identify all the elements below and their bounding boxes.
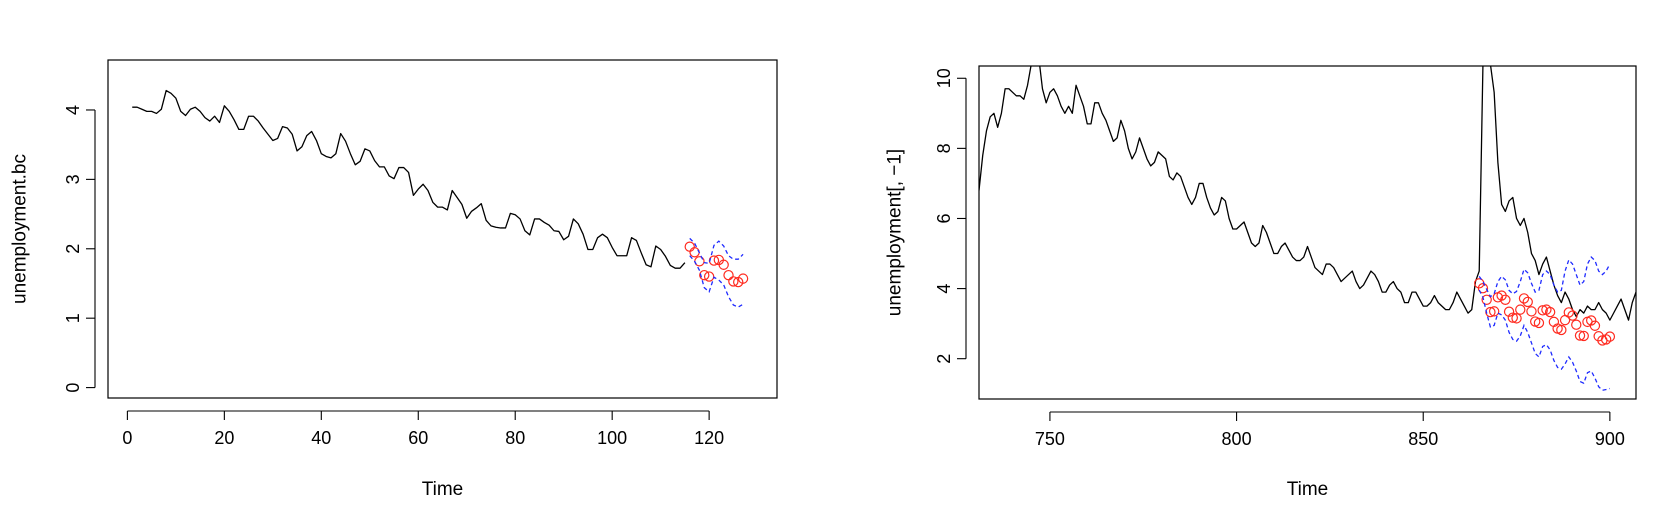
y-axis-title: unemployment[, −1] xyxy=(885,149,906,316)
forecast-point xyxy=(1533,317,1545,329)
forecast-point xyxy=(1500,294,1511,305)
forecast-point xyxy=(1507,312,1519,323)
y-tick-label: 2 xyxy=(934,354,954,364)
x-tick-label: 100 xyxy=(597,428,627,448)
forecast-point xyxy=(1518,293,1530,304)
right-chart-panel: 750 800 850 900 2 4 6 8 10 Time unemployment[, −1] xyxy=(885,65,1637,500)
y-tick-label: 3 xyxy=(63,174,83,184)
forecast-point xyxy=(1600,334,1612,345)
forecast-point xyxy=(1556,324,1567,336)
plot-area xyxy=(979,66,1636,391)
y-tick-label: 2 xyxy=(63,244,83,254)
forecast-point xyxy=(718,259,729,270)
left-chart-panel: 0 20 40 60 80 100 120 0 1 2 3 4 Time unemployment.bc xyxy=(10,59,778,500)
forecast-point xyxy=(728,276,739,287)
x-axis-title: Time xyxy=(422,479,464,500)
forecast-point xyxy=(737,273,749,284)
plot-area xyxy=(132,89,749,308)
y-tick-label: 1 xyxy=(63,313,83,323)
x-tick-label: 800 xyxy=(1222,429,1252,449)
y-tick-label: 10 xyxy=(934,68,954,88)
y-tick-label: 4 xyxy=(63,105,83,115)
y-tick-label: 4 xyxy=(934,284,954,294)
forecast-point xyxy=(1585,315,1597,326)
forecast-point xyxy=(1604,331,1616,342)
forecast-point xyxy=(1477,283,1489,294)
series-line-upper-bound xyxy=(1478,255,1611,298)
forecast-point xyxy=(723,269,734,281)
y-tick-label: 8 xyxy=(934,143,954,153)
forecast-point xyxy=(1481,294,1492,305)
series-line-observed xyxy=(979,66,1636,321)
forecast-point xyxy=(684,241,695,252)
plot-frame xyxy=(107,59,778,399)
series-line-observed xyxy=(132,89,686,269)
x-tick-label: 750 xyxy=(1035,429,1065,449)
forecast-point xyxy=(1537,305,1548,316)
x-tick-label: 40 xyxy=(311,428,331,448)
forecast-point xyxy=(1522,296,1533,308)
forecast-point xyxy=(1544,306,1556,318)
forecast-point xyxy=(1589,320,1601,331)
forecast-point xyxy=(699,269,710,281)
forecast-point xyxy=(1578,330,1589,342)
forecast-point xyxy=(1574,330,1586,341)
forecast-point xyxy=(1571,319,1582,330)
x-tick-label: 120 xyxy=(694,428,724,448)
y-tick-label: 6 xyxy=(934,213,954,223)
series-line-lower-bound xyxy=(1478,289,1611,391)
plot-frame xyxy=(978,65,1637,400)
y-tick-label: 0 xyxy=(63,383,83,393)
x-tick-label: 20 xyxy=(214,428,234,448)
forecast-point xyxy=(689,247,700,258)
y-axis-title: unemployment.bc xyxy=(10,154,31,304)
x-tick-label: 850 xyxy=(1408,429,1438,449)
x-tick-label: 0 xyxy=(122,428,132,448)
x-tick-label: 80 xyxy=(505,428,525,448)
series-line-upper-bound xyxy=(689,237,744,265)
forecast-point xyxy=(1563,307,1575,318)
forecast-point xyxy=(1488,306,1500,317)
forecast-point xyxy=(1526,306,1537,317)
forecast-point xyxy=(1503,306,1515,317)
x-tick-label: 900 xyxy=(1595,429,1625,449)
forecast-point xyxy=(1515,304,1526,315)
x-axis-title: Time xyxy=(1287,479,1329,500)
series-line-lower-bound xyxy=(689,255,744,308)
forecast-point xyxy=(1567,310,1578,321)
forecast-point xyxy=(1511,313,1522,324)
x-tick-label: 60 xyxy=(408,428,428,448)
